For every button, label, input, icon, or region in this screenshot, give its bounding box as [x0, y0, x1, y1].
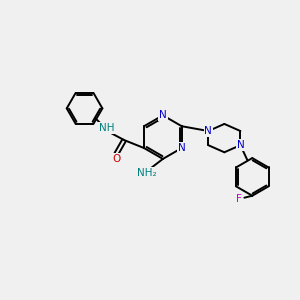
- Text: O: O: [112, 154, 120, 164]
- Text: N: N: [204, 126, 212, 136]
- Text: F: F: [236, 194, 242, 204]
- Text: N: N: [159, 110, 167, 120]
- Text: NH: NH: [99, 123, 114, 133]
- Text: NH₂: NH₂: [137, 168, 157, 178]
- Text: N: N: [178, 143, 186, 153]
- Text: N: N: [236, 140, 244, 150]
